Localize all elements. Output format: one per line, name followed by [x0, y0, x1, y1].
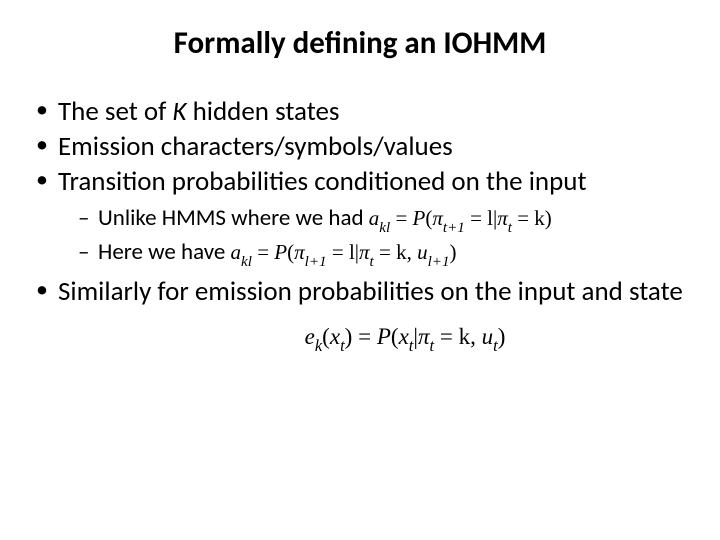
f3-open: ( — [322, 324, 330, 349]
sub-bullet-2-text: Here we have — [98, 238, 231, 266]
f3-t3: t — [430, 336, 435, 355]
f2-u: u — [417, 240, 428, 264]
f3-e: e — [305, 324, 315, 349]
f3-eq: = — [352, 324, 376, 349]
f1-pi2: π — [497, 206, 508, 230]
f3-x2: x — [399, 324, 409, 349]
f2-usub: l+1 — [428, 254, 450, 270]
f3-eqk: = k, — [434, 324, 481, 349]
bullet-4-text: Similarly for emission probabilities on … — [58, 275, 683, 308]
f1-eqk: = k) — [512, 206, 552, 230]
bullet-3-text: Transition probabilities conditioned on … — [58, 165, 587, 198]
f1-p: P — [413, 206, 426, 230]
f2-eql: = l| — [327, 240, 359, 264]
f2-t: t — [370, 254, 374, 270]
bullet-1-suffix: hidden states — [187, 95, 340, 128]
bullet-1-prefix: The set of — [58, 95, 172, 128]
formula-2: akl = P(πl+1 = l|πt = k, ul+1) — [231, 240, 457, 264]
bullet-2-text: Emission characters/symbols/values — [58, 130, 453, 163]
f3-t1: t — [340, 336, 345, 355]
slide-title: Formally defining an IOHMM — [28, 24, 692, 62]
f3-open2: ( — [391, 324, 399, 349]
sub-bullet-1: Unlike HMMS where we had akl = P(πt+1 = … — [78, 204, 692, 236]
sub-bullet-2: Here we have akl = P(πl+1 = l|πt = k, ul… — [78, 238, 692, 270]
bullet-1-italic: K — [172, 95, 186, 128]
f3-close2: ) — [498, 324, 506, 349]
f1-t: t — [508, 220, 512, 236]
sub-bullet-1-text: Unlike HMMS where we had — [98, 204, 369, 232]
bullet-3: Transition probabilities conditioned on … — [36, 166, 692, 270]
f3-t2: t — [409, 336, 414, 355]
f1-t1: t+1 — [443, 220, 465, 236]
f3-p: P — [377, 324, 391, 349]
f1-kl: kl — [379, 220, 390, 236]
formula-3: ek(xt) = P(xt|πt = k, ut) — [118, 324, 692, 355]
f3-x1: x — [330, 324, 340, 349]
f2-kl: kl — [241, 254, 252, 270]
f3-pi: π — [418, 324, 430, 349]
bullet-list: The set of K hidden states Emission char… — [28, 96, 692, 308]
f1-eql: = l| — [465, 206, 497, 230]
f3-ut: t — [493, 336, 498, 355]
f2-pi2: π — [359, 240, 370, 264]
f2-pi1: π — [294, 240, 305, 264]
f3-k: k — [315, 336, 322, 355]
f2-eqk: = k, — [374, 240, 417, 264]
f1-eq: = — [390, 206, 412, 230]
bullet-1: The set of K hidden states — [36, 96, 692, 128]
f1-a: a — [369, 206, 380, 230]
slide: Formally defining an IOHMM The set of K … — [0, 0, 720, 540]
f2-p: P — [274, 240, 287, 264]
f3-u: u — [482, 324, 494, 349]
sub-bullet-list: Unlike HMMS where we had akl = P(πt+1 = … — [58, 204, 692, 270]
bullet-4: Similarly for emission probabilities on … — [36, 276, 692, 308]
formula-1: akl = P(πt+1 = l|πt = k) — [369, 206, 552, 230]
f1-pi1: π — [432, 206, 443, 230]
f2-close: ) — [450, 240, 457, 264]
f2-l1: l+1 — [305, 254, 327, 270]
f2-eq: = — [252, 240, 274, 264]
bullet-2: Emission characters/symbols/values — [36, 131, 692, 163]
f2-a: a — [231, 240, 242, 264]
